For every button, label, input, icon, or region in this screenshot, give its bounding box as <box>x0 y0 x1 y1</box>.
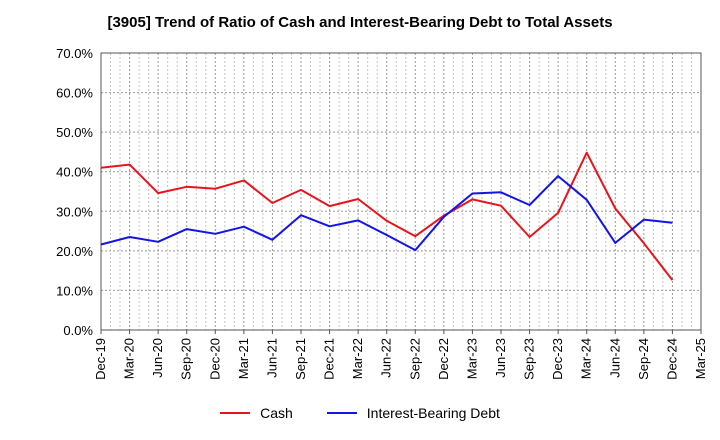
x-tick-label: Sep-24 <box>636 338 651 380</box>
y-tick-label: 40.0% <box>56 165 93 180</box>
x-tick-label: Mar-25 <box>693 338 708 379</box>
y-tick-label: 70.0% <box>56 46 93 61</box>
x-tick-label: Dec-23 <box>550 338 565 380</box>
x-tick-label: Jun-21 <box>264 338 279 378</box>
legend-swatch-cash <box>220 412 251 414</box>
x-tick-label: Jun-22 <box>379 338 394 378</box>
legend-label-cash: Cash <box>260 405 293 421</box>
x-tick-label: Mar-24 <box>579 338 594 379</box>
x-tick-label: Jun-20 <box>150 338 165 378</box>
y-tick-label: 50.0% <box>56 125 93 140</box>
x-tick-label: Mar-22 <box>350 338 365 379</box>
y-tick-label: 10.0% <box>56 283 93 298</box>
legend: Cash Interest-Bearing Debt <box>0 405 720 421</box>
legend-label-debt: Interest-Bearing Debt <box>366 405 500 421</box>
x-tick-label: Mar-23 <box>464 338 479 379</box>
series-lines <box>100 151 674 281</box>
series-line-1 <box>100 175 673 252</box>
x-tick-label: Sep-23 <box>522 338 537 380</box>
x-tick-label: Jun-24 <box>607 338 622 378</box>
legend-swatch-debt <box>326 412 357 414</box>
y-tick-label: 20.0% <box>56 244 93 259</box>
series-line-0 <box>100 151 674 281</box>
plot-frame <box>100 52 702 331</box>
y-tick-label: 0.0% <box>63 323 93 338</box>
legend-item-debt: Interest-Bearing Debt <box>326 405 500 421</box>
x-tick-label: Mar-21 <box>236 338 251 379</box>
x-tick-label: Sep-20 <box>179 338 194 380</box>
x-tick-label: Sep-21 <box>293 338 308 380</box>
x-tick-label: Dec-19 <box>93 338 108 380</box>
x-tick-label: Dec-22 <box>436 338 451 380</box>
axes: 0.0% 10.0% 20.0% 30.0% 40.0% 50.0% 60.0% 70.0% D… <box>56 46 708 380</box>
x-tick-label: Sep-22 <box>407 338 422 380</box>
x-tick-label: Mar-20 <box>122 338 137 379</box>
x-tick-label: Dec-20 <box>207 338 222 380</box>
x-tick-label: Dec-21 <box>322 338 337 380</box>
legend-item-cash: Cash <box>220 405 293 421</box>
y-tick-label: 30.0% <box>56 204 93 219</box>
chart-title: [3905] Trend of Ratio of Cash and Intere… <box>107 14 613 31</box>
x-tick-label: Jun-23 <box>493 338 508 378</box>
y-tick-label: 60.0% <box>56 86 93 101</box>
x-tick-label: Dec-24 <box>664 338 679 380</box>
grid <box>101 52 701 331</box>
